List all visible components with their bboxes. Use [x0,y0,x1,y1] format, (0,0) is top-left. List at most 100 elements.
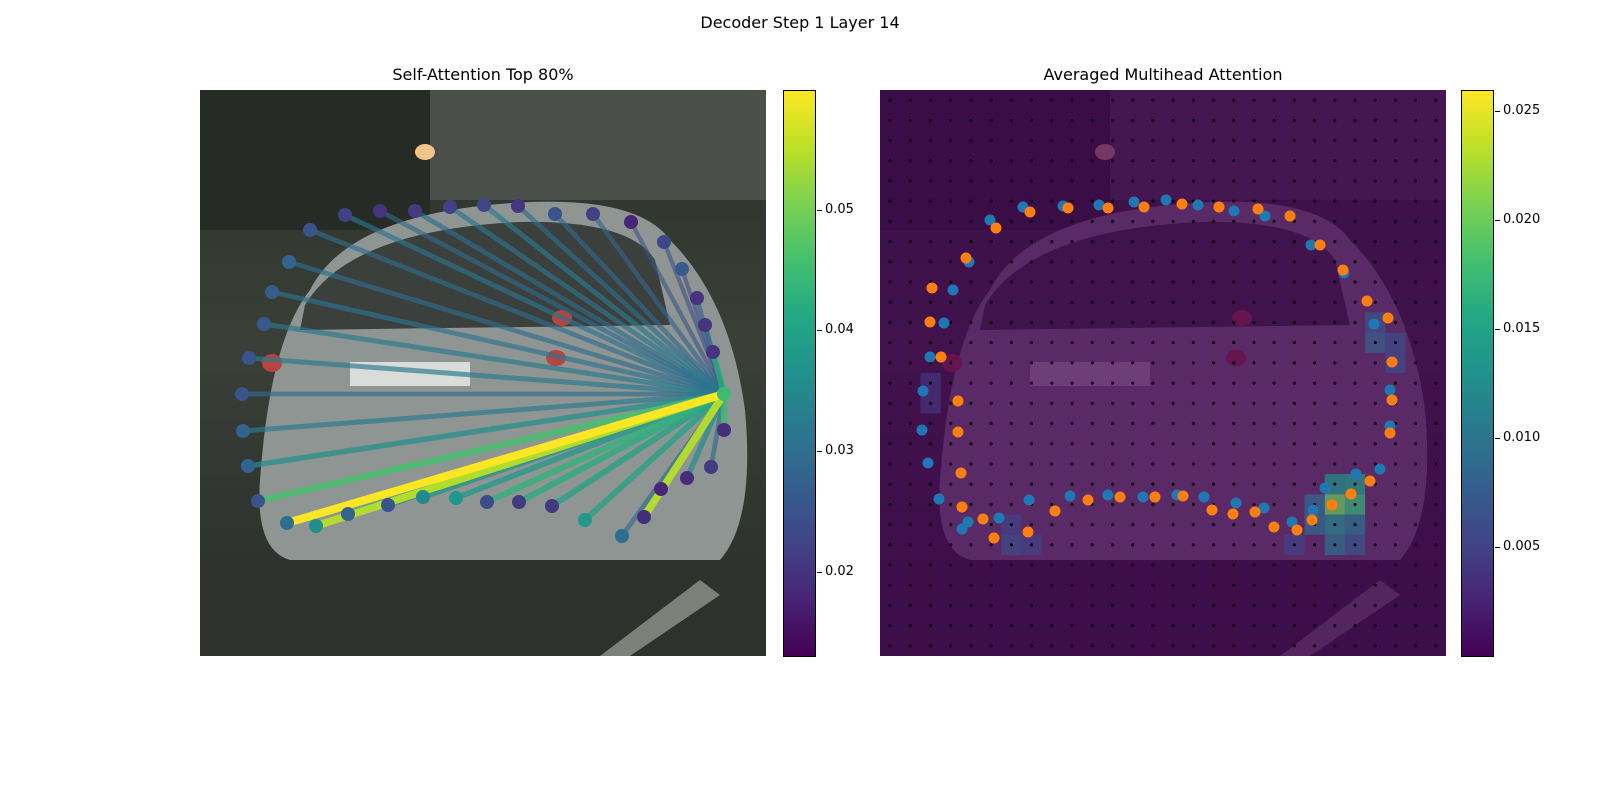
grid-dot [888,401,892,405]
grid-dot [989,442,993,446]
grid-dot [1373,624,1377,628]
grid-dot [1313,139,1317,143]
grid-dot [1414,563,1418,567]
grid-dot [989,179,993,183]
grid-dot [1292,139,1296,143]
grid-dot [1434,482,1438,486]
grid-dot [1151,624,1155,628]
grid-dot [1212,462,1216,466]
grid-dot [1272,341,1276,345]
grid-dot [1171,624,1175,628]
grid-dot [1393,381,1397,385]
orange-point [1149,491,1161,503]
grid-dot [1110,139,1114,143]
grid-dot [1191,502,1195,506]
grid-dot [1009,300,1013,304]
contour-point [680,471,694,485]
grid-dot [989,280,993,284]
grid-dot [1232,401,1236,405]
grid-dot [1090,219,1094,223]
grid-dot [1171,563,1175,567]
grid-dot [1151,381,1155,385]
grid-dot [908,118,912,122]
grid-dot [1232,624,1236,628]
grid-dot [1414,603,1418,607]
orange-point [1252,203,1264,215]
grid-dot [989,159,993,163]
grid-dot [1070,280,1074,284]
orange-point [1326,499,1338,511]
grid-dot [1313,320,1317,324]
grid-dot [1414,401,1418,405]
grid-dot [1009,422,1013,426]
orange-point [1049,505,1061,517]
grid-dot [1009,361,1013,365]
grid-dot [949,280,953,284]
grid-dot [1212,422,1216,426]
grid-dot [1333,361,1337,365]
grid-dot [1414,219,1418,223]
grid-dot [888,240,892,244]
grid-dot [1333,523,1337,527]
grid-dot [1070,644,1074,648]
grid-dot [929,260,933,264]
grid-dot [888,179,892,183]
grid-dot [1393,442,1397,446]
grid-dot [1434,583,1438,587]
grid-dot [908,442,912,446]
grid-dot [1353,583,1357,587]
attention-edge [246,355,727,397]
grid-dot [1373,118,1377,122]
grid-dot [1212,118,1216,122]
grid-dot [1171,502,1175,506]
grid-dot [1151,563,1155,567]
contour-point [654,482,668,496]
orange-point [955,467,967,479]
grid-dot [888,543,892,547]
grid-dot [989,462,993,466]
grid-dot [1414,240,1418,244]
attention-edge [269,289,727,397]
orange-point [926,282,938,294]
contour-point [657,235,671,249]
grid-dot [1232,603,1236,607]
grid-dot [1393,300,1397,304]
grid-dot [1272,644,1276,648]
grid-dot [1030,219,1034,223]
grid-dot [1131,401,1135,405]
grid-dot [1373,219,1377,223]
grid-dot [1373,179,1377,183]
grid-dot [1050,442,1054,446]
grid-dot [1414,583,1418,587]
grid-dot [1070,583,1074,587]
orange-point [1022,526,1034,538]
grid-dot [1151,300,1155,304]
grid-dot [1252,543,1256,547]
grid-dot [1151,240,1155,244]
colorbar-tick-label: 0.025 [1494,102,1541,118]
grid-dot [1050,523,1054,527]
grid-dot [888,502,892,506]
grid-dot [1070,422,1074,426]
grid-dot [1414,624,1418,628]
grid-dot [949,462,953,466]
grid-dot [1070,98,1074,102]
grid-dot [989,98,993,102]
grid-dot [1050,401,1054,405]
grid-dot [1353,563,1357,567]
grid-dot [989,260,993,264]
grid-dot [1030,179,1034,183]
grid-dot [989,341,993,345]
grid-dot [969,563,973,567]
grid-dot [908,502,912,506]
grid-dot [1393,583,1397,587]
grid-dot [1434,240,1438,244]
grid-dot [929,644,933,648]
grid-dot [1252,624,1256,628]
grid-dot [1333,240,1337,244]
grid-dot [1252,583,1256,587]
grid-dot [1434,300,1438,304]
grid-dot [1272,139,1276,143]
contour-point [637,510,651,524]
grid-dot [1373,199,1377,203]
